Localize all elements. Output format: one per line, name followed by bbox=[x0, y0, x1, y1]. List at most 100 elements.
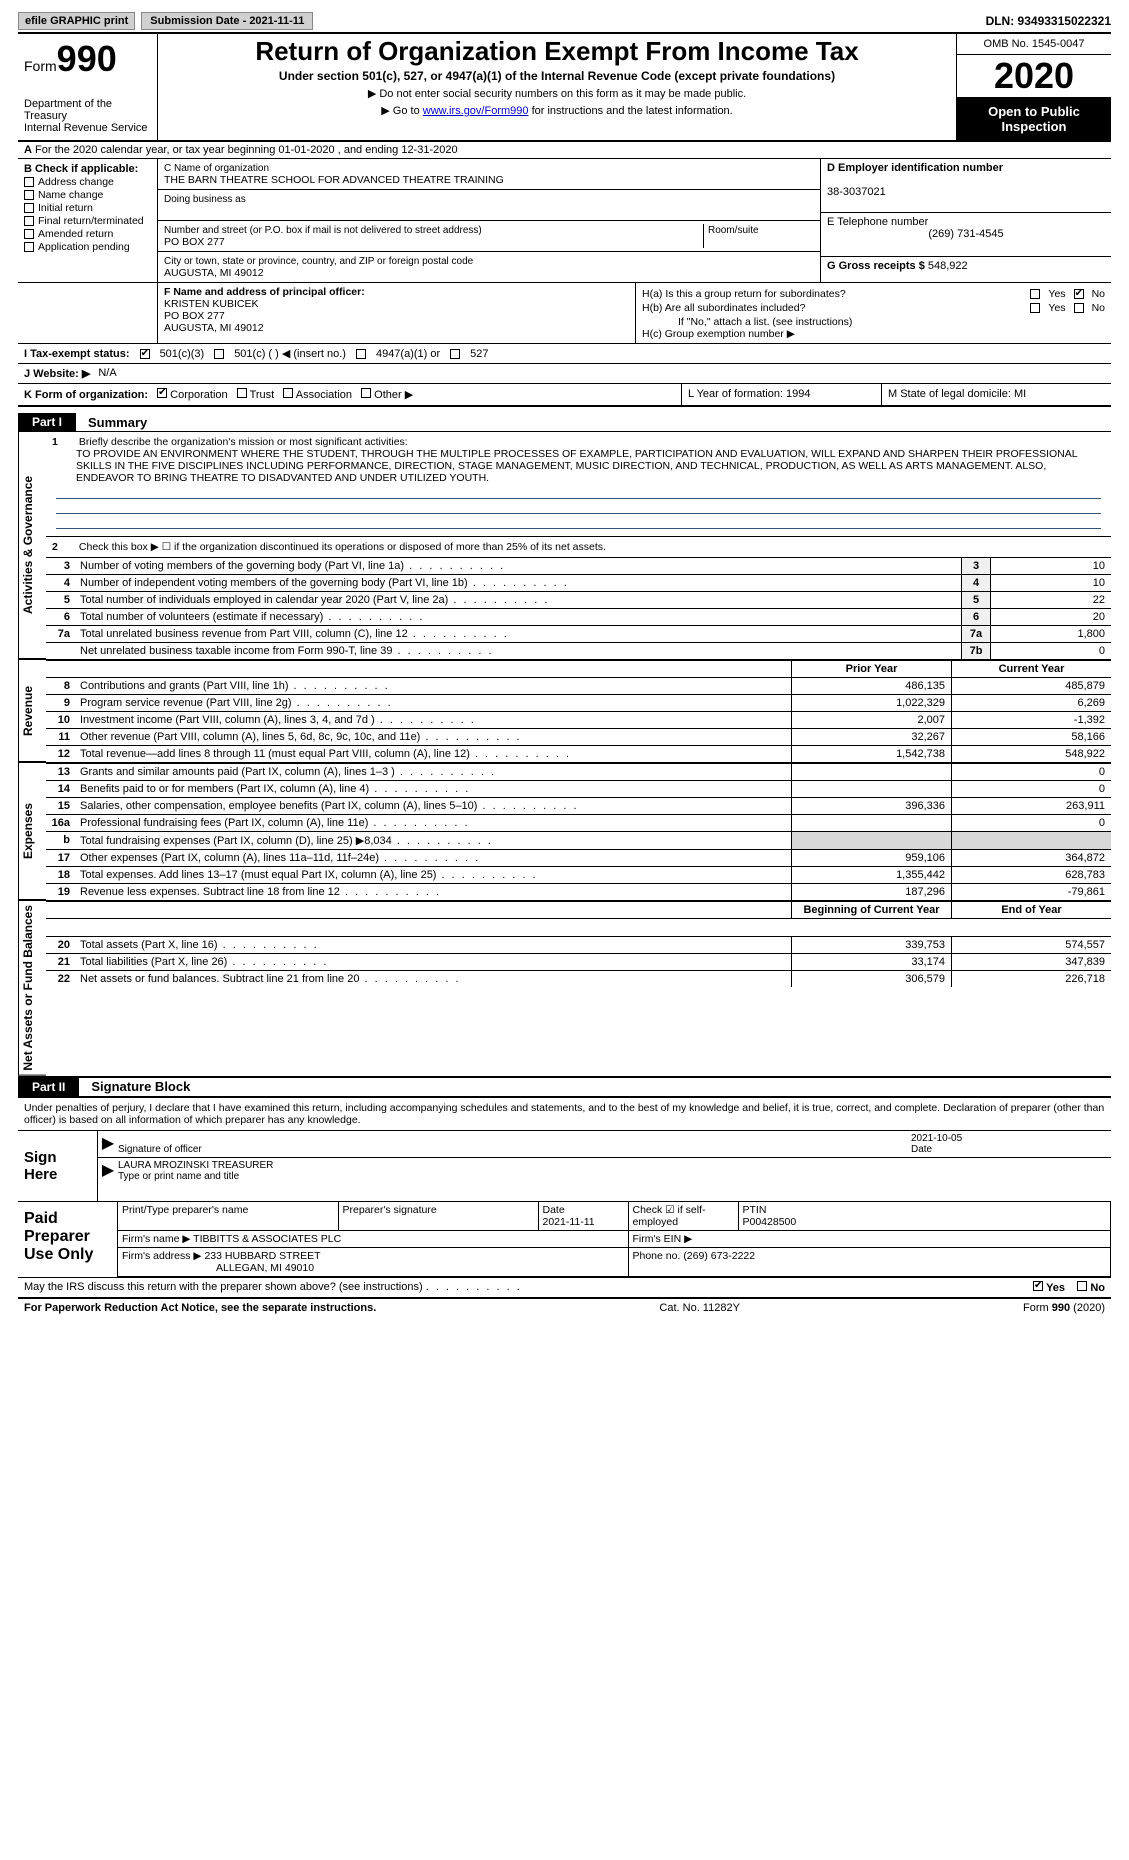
hb-yes-checkbox[interactable] bbox=[1030, 303, 1040, 313]
data-row: 8Contributions and grants (Part VIII, li… bbox=[46, 677, 1111, 694]
checkbox-address-change[interactable] bbox=[24, 177, 34, 187]
efile-button[interactable]: efile GRAPHIC print bbox=[18, 12, 135, 30]
k-opt3: Other ▶ bbox=[374, 389, 413, 401]
discuss-row: May the IRS discuss this return with the… bbox=[18, 1277, 1111, 1297]
k-year: L Year of formation: 1994 bbox=[681, 384, 881, 405]
i-501c-checkbox[interactable] bbox=[214, 349, 224, 359]
part2-title: Signature Block bbox=[91, 1079, 190, 1094]
discuss-no-checkbox[interactable] bbox=[1077, 1281, 1087, 1291]
cb-label-1: Name change bbox=[38, 189, 103, 201]
sign-here-block: Sign Here ▶ Signature of officer 2021-10… bbox=[18, 1130, 1111, 1201]
box-b: B Check if applicable: Address change Na… bbox=[18, 159, 158, 282]
current-year-header: Current Year bbox=[951, 661, 1111, 677]
city-label: City or town, state or province, country… bbox=[164, 256, 473, 267]
hb-no-checkbox[interactable] bbox=[1074, 303, 1084, 313]
k-opt0: Corporation bbox=[170, 389, 227, 401]
officer-addr2: AUGUSTA, MI 49012 bbox=[164, 322, 264, 334]
irs-link[interactable]: www.irs.gov/Form990 bbox=[423, 105, 529, 117]
firm-addr1: 233 HUBBARD STREET bbox=[204, 1250, 320, 1262]
hb-yes: Yes bbox=[1048, 302, 1065, 314]
officer-label: F Name and address of principal officer: bbox=[164, 286, 365, 298]
ha-yes: Yes bbox=[1048, 288, 1065, 300]
i-opt1: 501(c)(3) bbox=[160, 348, 205, 360]
org-name-label: C Name of organization bbox=[164, 163, 269, 174]
discuss-text: May the IRS discuss this return with the… bbox=[24, 1281, 423, 1293]
part1-title: Summary bbox=[88, 415, 147, 430]
i-4947-checkbox[interactable] bbox=[356, 349, 366, 359]
box-f: F Name and address of principal officer:… bbox=[158, 283, 636, 343]
summary-line: 3Number of voting members of the governi… bbox=[46, 557, 1111, 574]
checkbox-name-change[interactable] bbox=[24, 190, 34, 200]
checkbox-final-return[interactable] bbox=[24, 216, 34, 226]
j-label: J Website: ▶ bbox=[24, 367, 90, 380]
sig-date: 2021-10-05 bbox=[911, 1133, 962, 1144]
k-opt2: Association bbox=[296, 389, 352, 401]
city-value: AUGUSTA, MI 49012 bbox=[164, 267, 264, 279]
k-corp-checkbox[interactable] bbox=[157, 388, 167, 398]
k-trust-checkbox[interactable] bbox=[237, 388, 247, 398]
data-row: 9Program service revenue (Part VIII, lin… bbox=[46, 694, 1111, 711]
discuss-yes-checkbox[interactable] bbox=[1033, 1281, 1043, 1291]
ha-yes-checkbox[interactable] bbox=[1030, 289, 1040, 299]
perjury-text: Under penalties of perjury, I declare th… bbox=[18, 1097, 1111, 1130]
checkbox-amended[interactable] bbox=[24, 229, 34, 239]
ha-no: No bbox=[1092, 288, 1105, 300]
sig-officer-label: Signature of officer bbox=[118, 1144, 202, 1155]
firm-name: TIBBITTS & ASSOCIATES PLC bbox=[193, 1233, 341, 1245]
hb-label: H(b) Are all subordinates included? bbox=[642, 302, 1022, 314]
checkbox-initial-return[interactable] bbox=[24, 203, 34, 213]
ssn-warning: ▶ Do not enter social security numbers o… bbox=[166, 87, 948, 100]
cb-label-5: Application pending bbox=[38, 241, 130, 253]
k-other-checkbox[interactable] bbox=[361, 388, 371, 398]
data-row: 17Other expenses (Part IX, column (A), l… bbox=[46, 849, 1111, 866]
mission-text: TO PROVIDE AN ENVIRONMENT WHERE THE STUD… bbox=[52, 448, 1105, 484]
discuss-no: No bbox=[1090, 1282, 1105, 1294]
prep-label: Paid Preparer Use Only bbox=[18, 1202, 118, 1277]
dln-text: DLN: 93493315022321 bbox=[986, 14, 1111, 28]
i-527-checkbox[interactable] bbox=[450, 349, 460, 359]
data-row: 11Other revenue (Part VIII, column (A), … bbox=[46, 728, 1111, 745]
expenses-section: Expenses 13Grants and similar amounts pa… bbox=[18, 763, 1111, 901]
ha-no-checkbox[interactable] bbox=[1074, 289, 1084, 299]
cb-label-3: Final return/terminated bbox=[38, 215, 144, 227]
box-b-label: B Check if applicable: bbox=[24, 163, 151, 175]
footer: For Paperwork Reduction Act Notice, see … bbox=[18, 1297, 1111, 1317]
i-501c3-checkbox[interactable] bbox=[140, 349, 150, 359]
revenue-section: Revenue Prior Year Current Year 8Contrib… bbox=[18, 660, 1111, 763]
sign-here-label: Sign Here bbox=[18, 1131, 98, 1201]
hb-no: No bbox=[1092, 302, 1105, 314]
firm-phone: (269) 673-2222 bbox=[683, 1250, 755, 1262]
row-j: J Website: ▶ N/A bbox=[18, 363, 1111, 383]
netassets-section: Net Assets or Fund Balances Beginning of… bbox=[18, 901, 1111, 1078]
footer-left: For Paperwork Reduction Act Notice, see … bbox=[24, 1302, 376, 1314]
summary-line: Net unrelated business taxable income fr… bbox=[46, 642, 1111, 659]
data-row: 13Grants and similar amounts paid (Part … bbox=[46, 763, 1111, 780]
data-row: 21Total liabilities (Part X, line 26)33,… bbox=[46, 953, 1111, 970]
footer-mid: Cat. No. 11282Y bbox=[659, 1302, 740, 1314]
checkbox-app-pending[interactable] bbox=[24, 242, 34, 252]
i-label: I Tax-exempt status: bbox=[24, 348, 130, 360]
gross-value: 548,922 bbox=[928, 260, 968, 272]
form-word: Form bbox=[24, 58, 57, 74]
sig-name: LAURA MROZINSKI TREASURER bbox=[118, 1160, 273, 1171]
part2-tab: Part II bbox=[18, 1078, 79, 1096]
summary-line: 6Total number of volunteers (estimate if… bbox=[46, 608, 1111, 625]
row-i: I Tax-exempt status: 501(c)(3) 501(c) ( … bbox=[18, 343, 1111, 363]
k-opt1: Trust bbox=[250, 389, 275, 401]
data-row: 20Total assets (Part X, line 16)339,7535… bbox=[46, 936, 1111, 953]
addr-label: Number and street (or P.O. box if mail i… bbox=[164, 225, 482, 236]
room-label: Room/suite bbox=[708, 225, 759, 236]
expenses-label: Expenses bbox=[18, 763, 46, 900]
prep-ptin: P00428500 bbox=[743, 1216, 797, 1228]
row-a-label: A bbox=[24, 144, 32, 156]
k-assoc-checkbox[interactable] bbox=[283, 388, 293, 398]
data-row: 18Total expenses. Add lines 13–17 (must … bbox=[46, 866, 1111, 883]
hc-label: H(c) Group exemption number ▶ bbox=[642, 328, 1105, 340]
end-year-header: End of Year bbox=[951, 902, 1111, 918]
footer-right: Form 990 (2020) bbox=[1023, 1302, 1105, 1314]
data-row: bTotal fundraising expenses (Part IX, co… bbox=[46, 831, 1111, 849]
prep-h5: PTIN bbox=[743, 1204, 767, 1216]
part1-tab: Part I bbox=[18, 413, 76, 431]
cb-label-0: Address change bbox=[38, 176, 114, 188]
submission-date-button[interactable]: Submission Date - 2021-11-11 bbox=[141, 12, 313, 30]
